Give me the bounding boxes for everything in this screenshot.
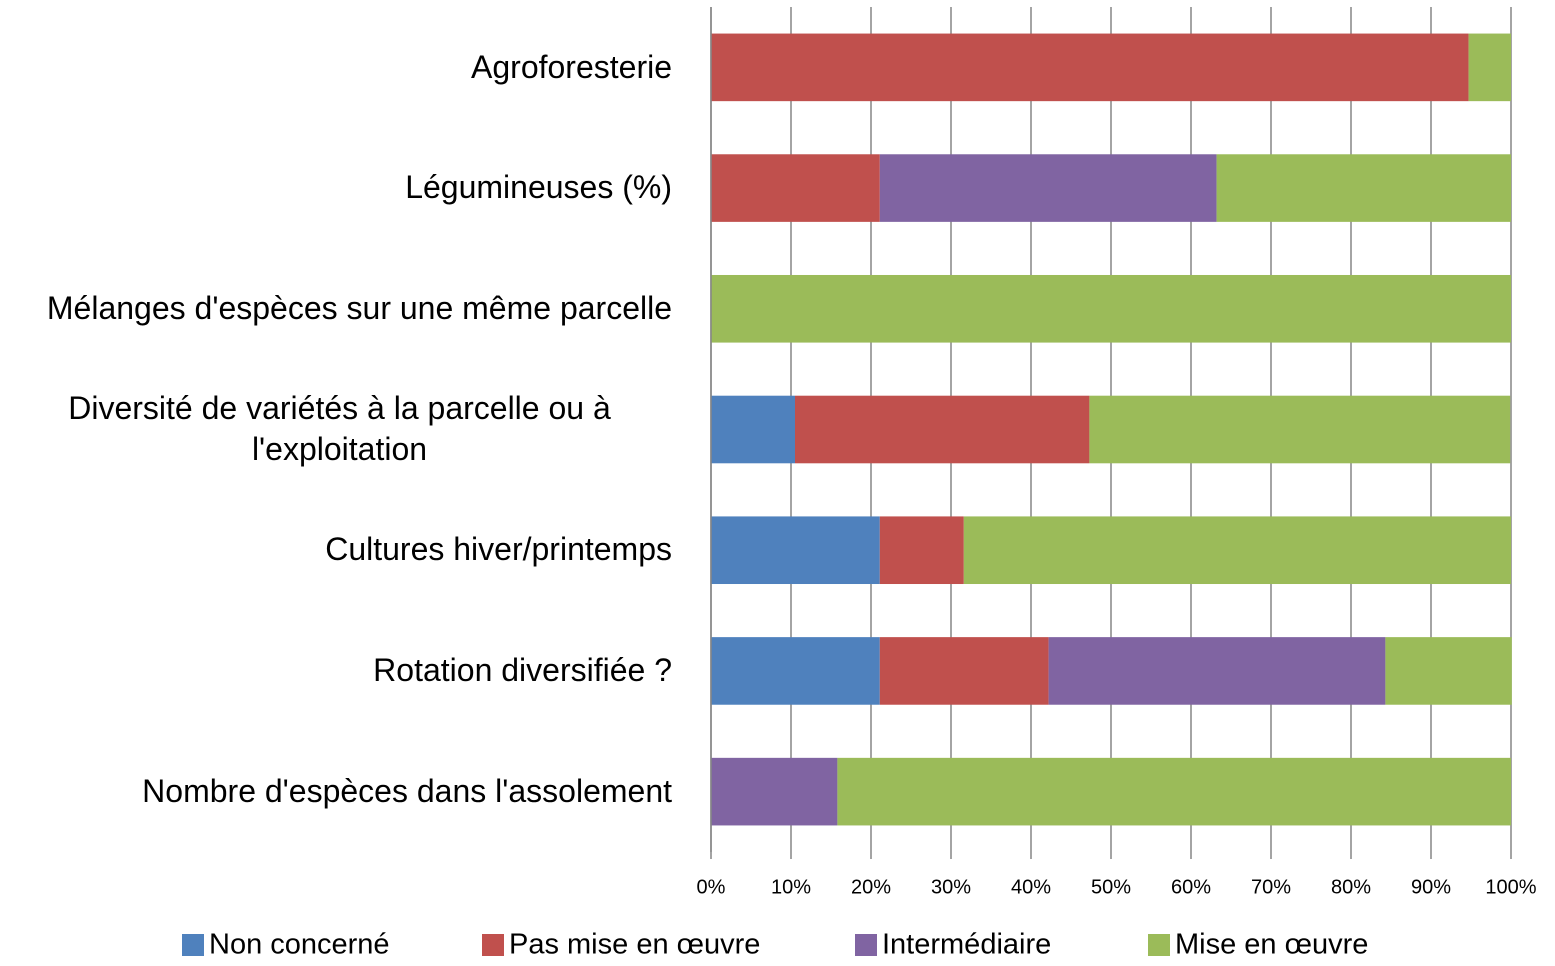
- bar-segment: [879, 154, 1217, 222]
- x-tick-label: 20%: [851, 876, 891, 898]
- bar-segment: [837, 757, 1511, 826]
- legend-label: Intermédiaire: [882, 929, 1051, 961]
- legend-swatch: [182, 934, 204, 956]
- bar-segment: [1468, 33, 1511, 102]
- x-tick-label: 80%: [1331, 876, 1371, 898]
- legend-swatch: [482, 934, 504, 956]
- legend-swatch: [855, 934, 877, 956]
- bar-segment: [711, 516, 880, 585]
- bar-segment: [711, 637, 880, 705]
- category-label: Agroforesterie: [0, 7, 672, 128]
- bar-segment: [711, 33, 1469, 102]
- x-tick-label: 50%: [1091, 876, 1131, 898]
- category-label: Nombre d'espèces dans l'assolement: [0, 731, 672, 852]
- x-tick-label: 40%: [1011, 876, 1051, 898]
- category-text: Rotation diversifiée ?: [373, 652, 672, 689]
- bar-segment: [963, 516, 1511, 585]
- legend-label: Mise en œuvre: [1175, 929, 1368, 961]
- x-tick-label: 90%: [1411, 876, 1451, 898]
- category-label: Diversité de variétés à la parcelle ou à…: [0, 369, 672, 490]
- category-label: Cultures hiver/printemps: [0, 490, 672, 611]
- bar-segment: [711, 154, 880, 222]
- x-tick-label: 30%: [931, 876, 971, 898]
- category-text: Légumineuses (%): [405, 169, 672, 206]
- x-tick-label: 60%: [1171, 876, 1211, 898]
- x-tick-label: 10%: [771, 876, 811, 898]
- bar-segment: [711, 395, 795, 464]
- category-text: Agroforesterie: [471, 48, 672, 85]
- category-text: Nombre d'espèces dans l'assolement: [142, 772, 672, 809]
- bar-segment: [1089, 395, 1511, 464]
- bar-segment: [879, 516, 964, 585]
- x-tick-label: 100%: [1485, 876, 1536, 898]
- x-tick-label: 70%: [1251, 876, 1291, 898]
- bar-segment: [795, 395, 1090, 464]
- bar-segment: [1048, 637, 1386, 705]
- category-label: Rotation diversifiée ?: [0, 611, 672, 732]
- category-text: Diversité de variétés à la parcelle ou à…: [68, 389, 611, 468]
- category-text: Mélanges d'espèces sur une même parcelle: [46, 289, 672, 326]
- bar-segment: [711, 757, 838, 826]
- bar-segment: [879, 637, 1049, 705]
- legend-swatch: [1148, 934, 1170, 956]
- bar-segment: [1216, 154, 1511, 222]
- category-text: Cultures hiver/printemps: [325, 531, 672, 568]
- bar-segment: [1385, 637, 1512, 705]
- category-label: Mélanges d'espèces sur une même parcelle: [0, 248, 672, 369]
- category-label: Légumineuses (%): [0, 128, 672, 249]
- legend-label: Pas mise en œuvre: [509, 929, 760, 961]
- bar-segment: [711, 274, 1511, 343]
- x-tick-label: 0%: [697, 876, 726, 898]
- legend-label: Non concerné: [209, 929, 390, 961]
